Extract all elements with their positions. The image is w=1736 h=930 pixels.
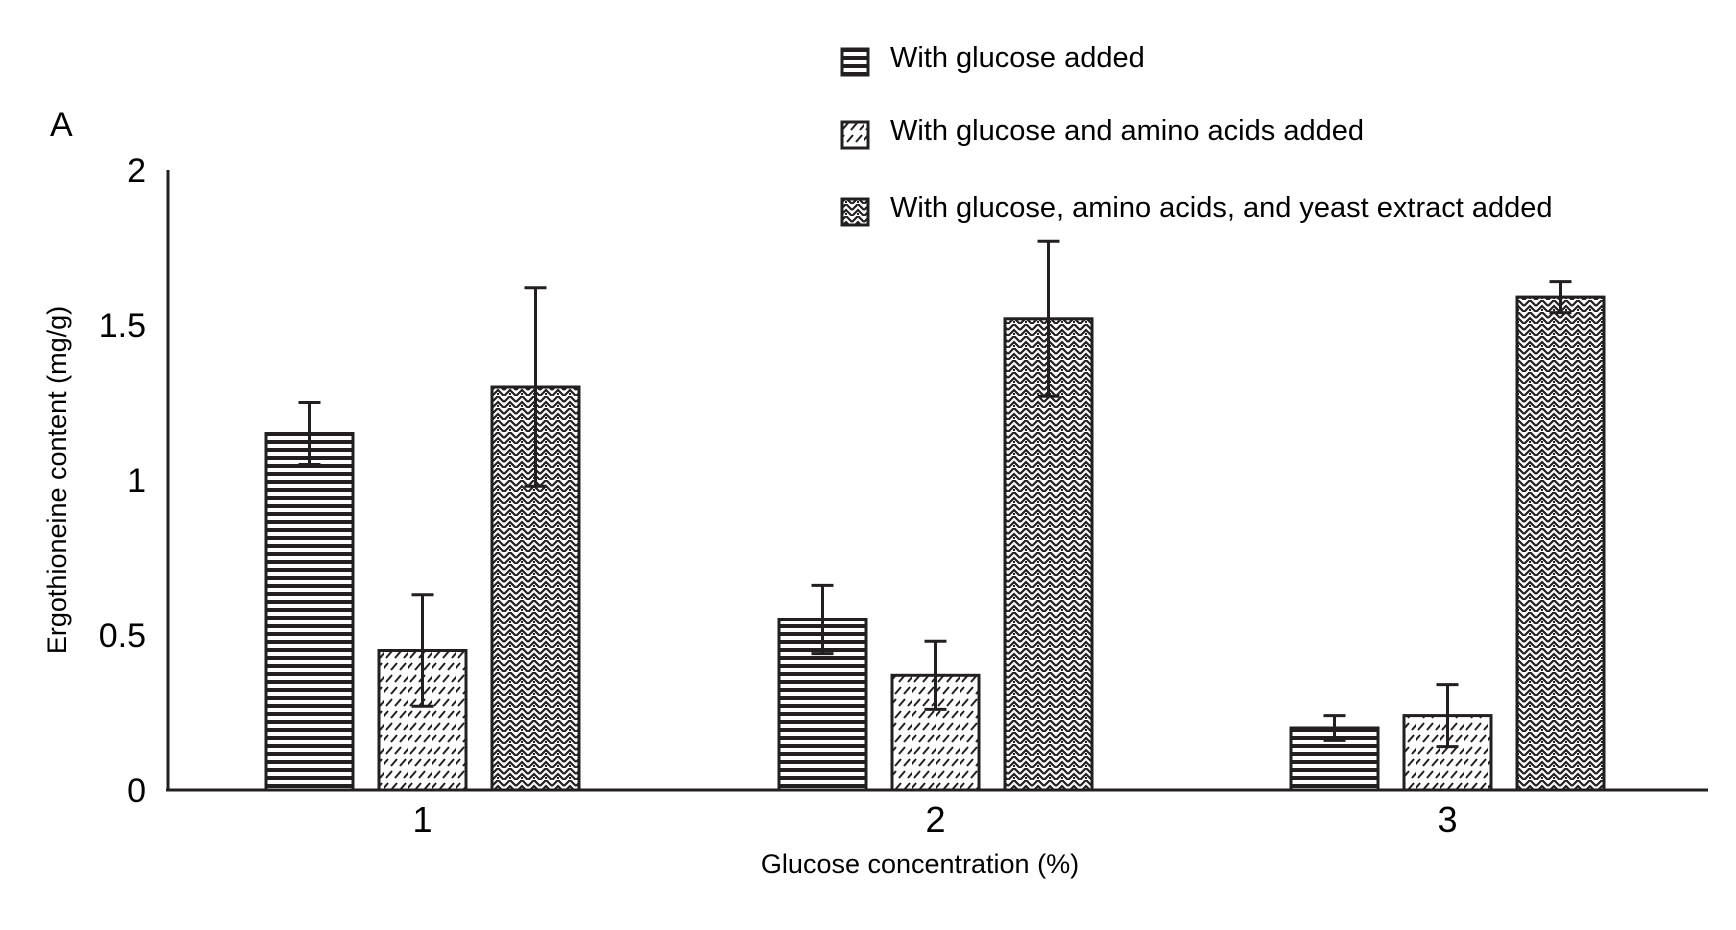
- bar-horizontal-lines: [264, 432, 355, 792]
- legend: With glucose added With glucose and amino…: [840, 42, 1553, 227]
- legend-swatch-horizontal-lines: [840, 47, 870, 77]
- y-tick-label: 2: [127, 152, 146, 190]
- panel-label: A: [50, 106, 73, 144]
- legend-label: With glucose, amino acids, and yeast ext…: [890, 192, 1553, 224]
- y-axis-title: Ergothioneine content (mg/g): [42, 306, 72, 654]
- x-tick-label: 2: [925, 799, 945, 840]
- legend-label: With glucose added: [890, 42, 1145, 74]
- x-tick-label: 1: [412, 799, 432, 840]
- y-tick-label: 0: [127, 772, 146, 810]
- y-tick-label: 1.5: [99, 307, 146, 345]
- legend-label: With glucose and amino acids added: [890, 115, 1364, 147]
- legend-swatch-dense-weave: [840, 197, 870, 227]
- bar-groups: [264, 239, 1606, 792]
- bar-group-1: [264, 286, 581, 792]
- y-tick-label: 0.5: [99, 617, 146, 655]
- x-tick-label: 3: [1437, 799, 1457, 840]
- y-tick-label: 1: [127, 462, 146, 500]
- y-axis-ticks: 0 0.5 1 1.5 2: [99, 152, 146, 810]
- bar-group-3: [1289, 280, 1606, 792]
- legend-swatch-dashed-diagonal: [840, 120, 870, 150]
- x-axis-ticks: 1 2 3: [412, 799, 1457, 840]
- bar-group-2: [777, 239, 1094, 792]
- bar-dense-weave: [1515, 295, 1606, 792]
- x-axis-title: Glucose concentration (%): [761, 849, 1079, 879]
